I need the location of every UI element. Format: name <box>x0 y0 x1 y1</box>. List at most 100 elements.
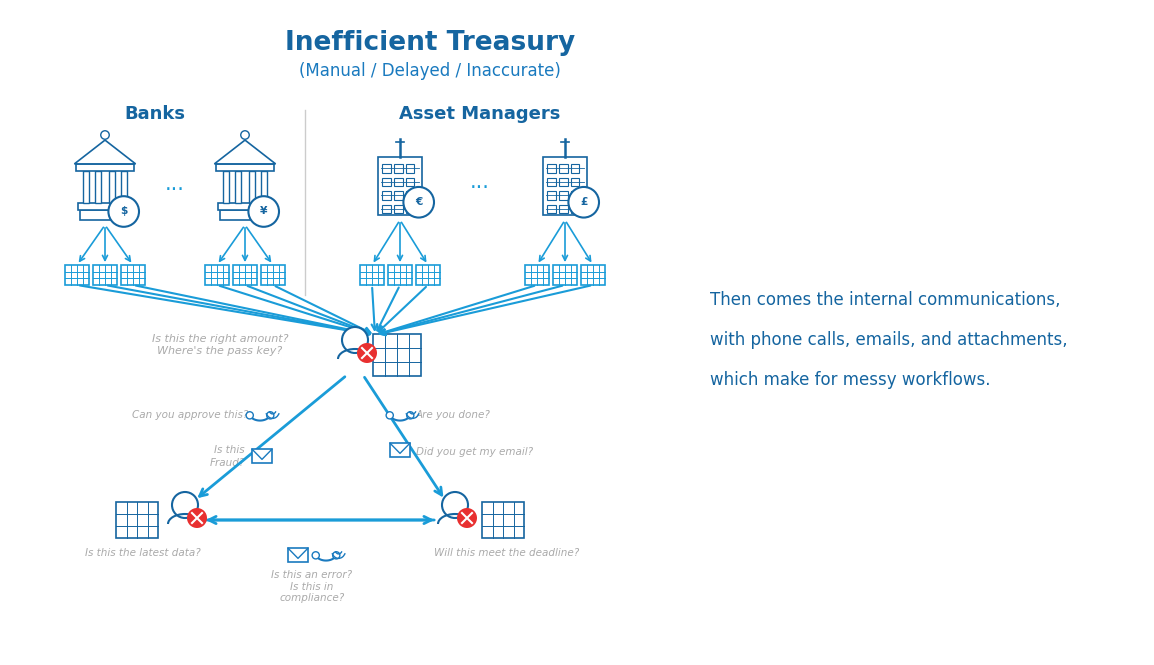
Circle shape <box>406 412 414 419</box>
Bar <box>261 265 285 285</box>
Bar <box>547 205 555 213</box>
Circle shape <box>357 343 377 363</box>
Bar <box>117 502 158 538</box>
Bar <box>394 178 403 186</box>
Text: £: £ <box>580 198 587 207</box>
Text: Will this meet the deadline?: Will this meet the deadline? <box>434 548 579 558</box>
Bar <box>571 178 579 186</box>
Bar <box>360 265 384 285</box>
Circle shape <box>442 492 469 518</box>
Bar <box>406 178 414 186</box>
Circle shape <box>457 508 477 528</box>
Bar <box>542 157 587 215</box>
Text: with phone calls, emails, and attachments,: with phone calls, emails, and attachment… <box>710 331 1067 349</box>
Bar <box>261 171 267 203</box>
Bar <box>525 265 549 285</box>
Text: $: $ <box>120 207 127 217</box>
Bar <box>218 203 272 209</box>
Polygon shape <box>74 140 136 164</box>
Bar <box>547 164 555 172</box>
Bar <box>108 171 114 203</box>
Bar <box>216 164 273 171</box>
Bar <box>382 205 391 213</box>
Text: Fraud?: Fraud? <box>210 458 245 468</box>
Bar <box>571 164 579 172</box>
Circle shape <box>241 131 249 139</box>
Text: Is this: Is this <box>215 445 245 455</box>
Circle shape <box>332 552 340 559</box>
Text: Is this the right amount?
Where's the pass key?: Is this the right amount? Where's the pa… <box>151 334 288 356</box>
Circle shape <box>342 327 368 353</box>
Bar <box>406 192 414 200</box>
Bar <box>288 548 308 562</box>
Bar <box>482 502 524 538</box>
Circle shape <box>246 412 254 419</box>
Bar <box>388 265 412 285</box>
Bar <box>406 205 414 213</box>
Circle shape <box>100 131 110 139</box>
Text: Inefficient Treasury: Inefficient Treasury <box>285 30 575 56</box>
Bar <box>415 265 440 285</box>
Bar <box>233 265 257 285</box>
Bar <box>235 171 241 203</box>
Bar <box>249 171 255 203</box>
Text: Banks: Banks <box>125 105 186 123</box>
Bar <box>93 265 117 285</box>
Text: ···: ··· <box>470 178 490 198</box>
Text: Did you get my email?: Did you get my email? <box>415 447 533 457</box>
Bar <box>205 265 228 285</box>
Bar <box>559 164 568 172</box>
Bar <box>377 157 422 215</box>
Circle shape <box>172 492 198 518</box>
Circle shape <box>312 552 320 559</box>
Bar <box>382 192 391 200</box>
Bar <box>571 205 579 213</box>
Text: Is this the latest data?: Is this the latest data? <box>85 548 201 558</box>
Bar <box>559 178 568 186</box>
Circle shape <box>187 508 207 528</box>
Bar <box>220 209 270 220</box>
Bar <box>547 178 555 186</box>
Bar <box>76 164 134 171</box>
Bar <box>580 265 605 285</box>
Bar <box>406 164 414 172</box>
Text: (Manual / Delayed / Inaccurate): (Manual / Delayed / Inaccurate) <box>299 62 561 80</box>
Text: ···: ··· <box>165 180 185 200</box>
Bar <box>224 171 230 203</box>
Text: Are you done?: Are you done? <box>415 410 490 420</box>
Circle shape <box>387 412 394 419</box>
Bar <box>81 209 129 220</box>
Circle shape <box>404 187 434 217</box>
Bar <box>571 192 579 200</box>
Polygon shape <box>215 140 276 164</box>
Bar <box>382 164 391 172</box>
Bar <box>559 192 568 200</box>
Bar <box>547 192 555 200</box>
Text: Then comes the internal communications,: Then comes the internal communications, <box>710 291 1061 309</box>
Text: which make for messy workflows.: which make for messy workflows. <box>710 371 990 389</box>
Bar <box>77 203 133 209</box>
Bar <box>553 265 577 285</box>
Bar <box>121 265 145 285</box>
Bar <box>394 192 403 200</box>
Bar <box>373 334 421 376</box>
Bar <box>394 205 403 213</box>
Text: Asset Managers: Asset Managers <box>399 105 561 123</box>
Text: €: € <box>415 198 422 207</box>
Circle shape <box>267 412 273 419</box>
Bar <box>390 444 410 457</box>
Circle shape <box>569 187 599 217</box>
Circle shape <box>248 196 279 227</box>
Bar <box>252 450 272 463</box>
Bar <box>83 171 89 203</box>
Bar <box>394 164 403 172</box>
Bar <box>65 265 89 285</box>
Bar <box>121 171 127 203</box>
Bar <box>559 205 568 213</box>
Text: ¥: ¥ <box>260 207 268 217</box>
Circle shape <box>108 196 138 227</box>
Text: Can you approve this?: Can you approve this? <box>132 410 248 420</box>
Bar <box>382 178 391 186</box>
Text: Is this an error?
Is this in
compliance?: Is this an error? Is this in compliance? <box>271 570 353 603</box>
Bar <box>96 171 102 203</box>
